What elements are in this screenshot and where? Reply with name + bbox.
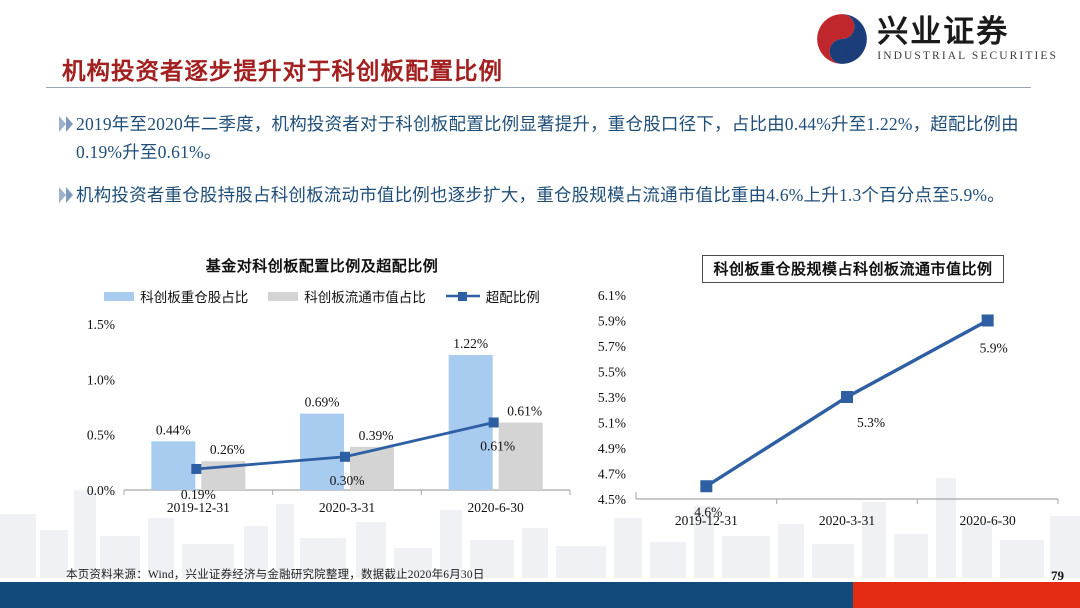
svg-text:0.5%: 0.5% <box>87 428 115 443</box>
footer-bar-red <box>853 582 1080 608</box>
chart-heavy-holdings-share: 科创板重仓股规模占科创板流通市值比例 4.5% 4.7% 4.9% 5.1% 5.3% 5… <box>578 255 1068 540</box>
logo-swirl-icon <box>817 14 868 64</box>
svg-text:0.44%: 0.44% <box>156 422 191 437</box>
svg-text:2019-12-31: 2019-12-31 <box>675 513 738 528</box>
svg-text:4.7%: 4.7% <box>598 467 626 482</box>
svg-text:5.5%: 5.5% <box>598 365 626 380</box>
svg-text:0.19%: 0.19% <box>181 487 216 502</box>
source-note: 本页资料来源：Wind，兴业证券经济与金融研究院整理，数据截止2020年6月30… <box>66 569 485 581</box>
svg-text:0.61%: 0.61% <box>507 403 542 418</box>
svg-text:2020-6-30: 2020-6-30 <box>468 500 524 515</box>
svg-text:2019-12-31: 2019-12-31 <box>167 500 230 515</box>
svg-text:5.9%: 5.9% <box>980 341 1008 356</box>
legend-line-marker-icon <box>445 292 480 301</box>
svg-text:4.6%: 4.6% <box>694 504 722 519</box>
legend-item-heavy-holdings: 科创板重仓股占比 <box>104 286 248 306</box>
svg-text:0.0%: 0.0% <box>87 483 115 498</box>
svg-text:2020-3-31: 2020-3-31 <box>319 500 375 515</box>
svg-text:2020-6-30: 2020-6-30 <box>960 513 1016 528</box>
svg-text:0.26%: 0.26% <box>210 442 245 457</box>
legend-label: 科创板流通市值占比 <box>304 290 426 305</box>
chart-left-title: 基金对科创板配置比例及超配比例 <box>205 259 439 275</box>
svg-text:6.1%: 6.1% <box>598 288 626 303</box>
footer-bar-blue <box>0 582 854 608</box>
chart-right-plot: 4.5% 4.7% 4.9% 5.1% 5.3% 5.5% 5.7% 5.9% 6.1% 2019… <box>578 287 1068 552</box>
svg-text:4.9%: 4.9% <box>598 441 626 456</box>
title-divider <box>46 87 1031 88</box>
svg-text:1.5%: 1.5% <box>87 317 115 332</box>
legend-label: 科创板重仓股占比 <box>140 290 249 305</box>
svg-text:5.9%: 5.9% <box>598 314 626 329</box>
svg-text:1.22%: 1.22% <box>453 336 488 351</box>
svg-text:5.3%: 5.3% <box>857 415 885 430</box>
svg-text:0.39%: 0.39% <box>359 428 394 443</box>
legend-label: 超配比例 <box>485 290 540 305</box>
bullet-text: 2019年至2020年二季度，机构投资者对于科创板配置比例显著提升，重仓股口径下… <box>76 114 1019 163</box>
legend-swatch-blue <box>104 291 135 301</box>
svg-text:2020-3-31: 2020-3-31 <box>819 513 875 528</box>
page-number: 79 <box>1051 568 1064 583</box>
chart-left-plot: 0.0% 0.5% 1.0% 1.5% 2019-12-31 2020-3-31 2020-… <box>62 310 582 540</box>
chart-right-svg: 4.5% 4.7% 4.9% 5.1% 5.3% 5.5% 5.7% 5.9% 6.1% 2019… <box>598 288 1059 528</box>
svg-text:5.1%: 5.1% <box>598 416 626 431</box>
bullet-list: 2019年至2020年二季度，机构投资者对于科创板配置比例显著提升，重仓股口径下… <box>58 110 1033 223</box>
charts-region: 基金对科创板配置比例及超配比例 科创板重仓股占比 科创板流通市值占比 超配比例 … <box>0 255 1080 545</box>
page-title: 机构投资者逐步提升对于科创板配置比例 <box>62 59 503 85</box>
svg-text:4.5%: 4.5% <box>598 492 626 507</box>
bullet-text: 机构投资者重仓股持股占科创板流动市值比例也逐步扩大，重仓股规模占流通市值比重由4… <box>76 184 1005 205</box>
legend-swatch-gray <box>268 291 299 301</box>
bullet-item: 2019年至2020年二季度，机构投资者对于科创板配置比例显著提升，重仓股口径下… <box>58 110 1033 167</box>
svg-text:5.3%: 5.3% <box>598 390 626 405</box>
logo-english-name: INDUSTRIAL SECURITIES <box>877 50 1058 63</box>
double-chevron-icon <box>59 186 73 203</box>
chart-left-legend: 科创板重仓股占比 科创板流通市值占比 超配比例 <box>62 286 582 306</box>
brand-logo: 兴业证券 INDUSTRIAL SECURITIES <box>815 12 1058 66</box>
chart-right-title-wrap: 科创板重仓股规模占科创板流通市值比例 <box>578 255 1068 283</box>
logo-chinese-name: 兴业证券 <box>877 13 1010 49</box>
chart-left-svg: 0.0% 0.5% 1.0% 1.5% 2019-12-31 2020-3-31 2020-… <box>87 317 571 515</box>
svg-text:0.61%: 0.61% <box>480 438 515 453</box>
legend-item-float-mktcap: 科创板流通市值占比 <box>268 286 426 306</box>
bullet-item: 机构投资者重仓股持股占科创板流动市值比例也逐步扩大，重仓股规模占流通市值比重由4… <box>58 181 1033 209</box>
chart-fund-allocation: 基金对科创板配置比例及超配比例 科创板重仓股占比 科创板流通市值占比 超配比例 … <box>62 255 582 540</box>
svg-text:0.69%: 0.69% <box>305 395 340 410</box>
svg-text:5.7%: 5.7% <box>598 339 626 354</box>
legend-item-overweight: 超配比例 <box>445 286 540 306</box>
svg-text:0.30%: 0.30% <box>330 473 365 488</box>
double-chevron-icon <box>59 116 73 132</box>
chart-right-title: 科创板重仓股规模占科创板流通市值比例 <box>702 255 1004 283</box>
svg-text:1.0%: 1.0% <box>87 372 115 387</box>
